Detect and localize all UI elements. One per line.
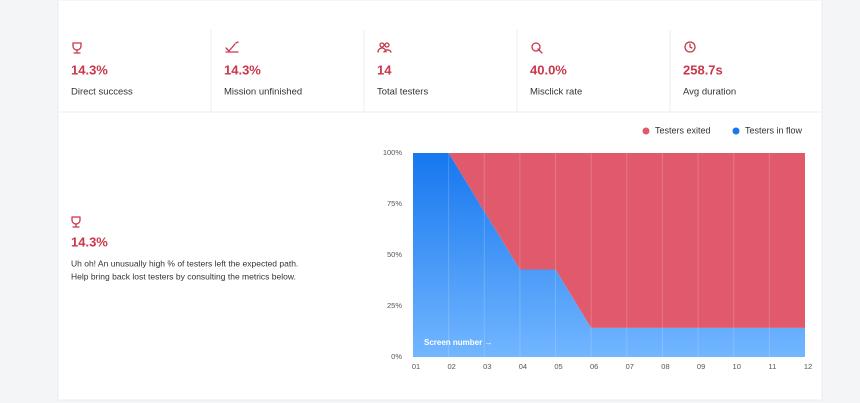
legend-label: Testers exited bbox=[655, 125, 711, 135]
x-tick-label: 06 bbox=[590, 362, 598, 371]
x-tick-label: 02 bbox=[447, 362, 455, 371]
y-tick-label: 50% bbox=[387, 250, 402, 259]
trophy-icon bbox=[72, 42, 82, 54]
area bbox=[413, 153, 805, 357]
clock-icon bbox=[684, 41, 696, 53]
y-tick-label: 0% bbox=[391, 352, 402, 361]
area bbox=[413, 153, 805, 328]
x-tick-label: 01 bbox=[412, 362, 420, 371]
metric-label: Misclick rate bbox=[530, 87, 582, 98]
x-tick-label: 07 bbox=[626, 362, 634, 371]
metric-label: Total testers bbox=[377, 87, 428, 98]
metric-value: 14.3% bbox=[71, 62, 108, 77]
y-tick-label: 75% bbox=[387, 199, 402, 208]
x-tick-label: 05 bbox=[554, 362, 562, 371]
metric-value: 258.7s bbox=[683, 62, 723, 77]
x-tick-label: 10 bbox=[733, 362, 741, 371]
metric-label: Direct success bbox=[71, 87, 133, 98]
callout-text: Help bring back lost testers by consulti… bbox=[71, 271, 296, 281]
x-tick-label: 08 bbox=[661, 362, 669, 371]
chart: 01 02 03 04 05 06 07 08 09 10 11 12 0% 25% 50% 75% 100% S… bbox=[383, 125, 812, 371]
callout-text: Uh oh! An unusually high % of testers le… bbox=[71, 258, 298, 268]
metric-value: 14 bbox=[377, 62, 392, 77]
callout-value: 14.3% bbox=[71, 234, 108, 249]
x-tick-label: 12 bbox=[804, 362, 812, 371]
y-tick-label: 25% bbox=[387, 301, 402, 310]
metric-label: Avg duration bbox=[683, 87, 736, 98]
legend-swatch bbox=[642, 127, 650, 135]
x-tick-label: 04 bbox=[519, 362, 527, 371]
metric-value: 40.0% bbox=[530, 62, 567, 77]
x-tick-label: 03 bbox=[483, 362, 491, 371]
x-tick-label: 11 bbox=[768, 362, 776, 371]
callout: 14.3% Uh oh! An unusually high % of test… bbox=[71, 216, 298, 281]
x-tick-label: 09 bbox=[697, 362, 705, 371]
metrics-row: 14.3% Direct success 14.3% Mission unfinish… bbox=[58, 30, 822, 113]
annotation: Screen number → bbox=[424, 338, 492, 347]
legend-label: Testers in flow bbox=[745, 125, 803, 135]
legend-swatch bbox=[732, 127, 740, 135]
trophy-icon bbox=[71, 216, 81, 228]
misclick-icon bbox=[531, 42, 543, 54]
mission-icon bbox=[225, 41, 239, 53]
testers-icon bbox=[377, 42, 392, 53]
metric-value: 14.3% bbox=[224, 62, 261, 77]
y-tick-label: 100% bbox=[383, 148, 403, 157]
metric-label: Mission unfinished bbox=[224, 87, 302, 98]
